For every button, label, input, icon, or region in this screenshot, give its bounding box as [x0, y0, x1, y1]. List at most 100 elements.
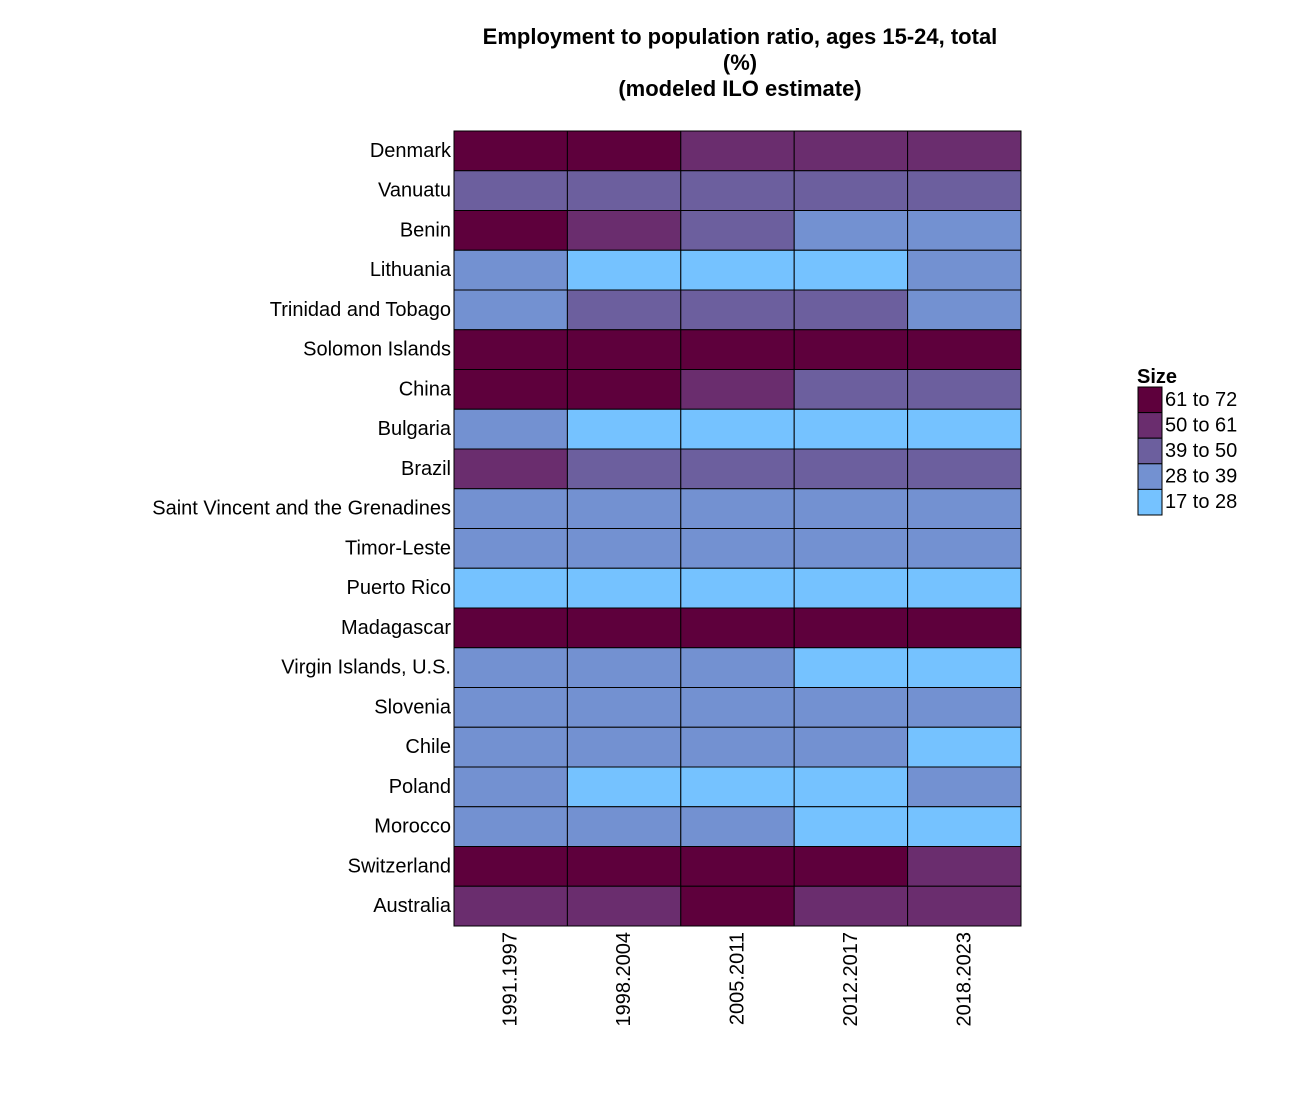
- legend-title: Size: [1137, 366, 1177, 388]
- y-axis-labels: Denmark Vanuatu Benin Lithuania Trinidad and…: [152, 140, 452, 917]
- heatmap-cell: [453, 289, 568, 331]
- heatmap-cell: [907, 846, 1022, 887]
- heatmap-cell: [680, 766, 795, 808]
- heatmap-cell: [907, 647, 1022, 688]
- heatmap-cell: [566, 806, 682, 847]
- heatmap-cell: [453, 329, 568, 370]
- heatmap-cell: [566, 647, 682, 688]
- heatmap-cell: [907, 369, 1022, 410]
- heatmap-cell: [453, 567, 568, 609]
- heatmap-cell: [907, 329, 1022, 370]
- heatmap-cell: [793, 408, 909, 450]
- y-tick-label: Denmark: [370, 140, 452, 162]
- heatmap-cell: [907, 806, 1022, 847]
- heatmap-cell: [453, 170, 568, 211]
- x-tick-label: 2018.2023: [953, 932, 975, 1027]
- x-axis-labels: 1991.1997 1998.2004 2005.2011 2012.2017 2018…: [500, 932, 976, 1027]
- heatmap-cell: [793, 249, 909, 291]
- chart-title-line-1: Employment to population ratio, ages 15-…: [483, 24, 998, 49]
- heatmap-cell: [793, 210, 909, 251]
- y-tick-label: Trinidad and Tobago: [270, 299, 451, 321]
- chart-title: Employment to population ratio, ages 15-…: [483, 24, 998, 101]
- heatmap-cell: [453, 249, 568, 291]
- legend-label: 28 to 39: [1165, 466, 1237, 488]
- heatmap-cell: [793, 528, 909, 569]
- heatmap-cell: [907, 408, 1022, 450]
- y-tick-label: Brazil: [401, 458, 451, 480]
- legend-swatch: [1137, 412, 1163, 439]
- heatmap-cell: [566, 249, 682, 291]
- heatmap-cell: [793, 687, 909, 728]
- legend-label: 39 to 50: [1165, 440, 1237, 462]
- y-tick-label: Vanuatu: [378, 180, 451, 202]
- heatmap-cell: [453, 210, 568, 251]
- heatmap-cell: [566, 687, 682, 728]
- heatmap-cell: [793, 885, 909, 927]
- heatmap-cell: [907, 607, 1022, 649]
- y-tick-label: Bulgaria: [378, 418, 452, 440]
- heatmap-cell: [907, 567, 1022, 609]
- y-tick-label: Slovenia: [374, 696, 452, 718]
- heatmap-cell: [680, 289, 795, 331]
- legend-label: 17 to 28: [1165, 491, 1237, 513]
- heatmap-cell: [793, 488, 909, 529]
- heatmap-cell: [453, 885, 568, 927]
- heatmap-cell: [907, 766, 1022, 808]
- heatmap-cell: [566, 607, 682, 649]
- heatmap-cell: [907, 249, 1022, 291]
- heatmap-cell: [907, 528, 1022, 569]
- heatmap-cell: [566, 567, 682, 609]
- heatmap-cell: [566, 210, 682, 251]
- heatmap-cell: [907, 687, 1022, 728]
- heatmap-cell: [566, 726, 682, 768]
- x-tick-label: 1998.2004: [613, 932, 635, 1027]
- heatmap-cell: [566, 329, 682, 370]
- heatmap-cell: [453, 369, 568, 410]
- heatmap-cell: [680, 210, 795, 251]
- heatmap-cell: [566, 488, 682, 529]
- heatmap-cell: [680, 885, 795, 927]
- legend: Size 61 to 72 50 to 61 39 to 50 28 to 39 17 …: [1137, 366, 1237, 516]
- y-tick-label: Chile: [405, 736, 451, 758]
- y-tick-label: Poland: [389, 776, 451, 798]
- heatmap-cell: [907, 885, 1022, 927]
- y-tick-label: Solomon Islands: [303, 339, 451, 361]
- heatmap-cells: [453, 130, 1022, 927]
- heatmap-cell: [793, 726, 909, 768]
- legend-swatch: [1137, 488, 1163, 516]
- heatmap-cell: [453, 488, 568, 529]
- y-tick-label: Puerto Rico: [347, 577, 452, 599]
- heatmap-cell: [566, 369, 682, 410]
- x-tick-label: 2005.2011: [727, 932, 749, 1025]
- heatmap-cell: [793, 846, 909, 887]
- heatmap-cell: [793, 130, 909, 172]
- heatmap-cell: [566, 170, 682, 211]
- heatmap-cell: [907, 210, 1022, 251]
- chart-title-line-2: (%): [723, 50, 757, 75]
- heatmap-cell: [793, 607, 909, 649]
- heatmap-cell: [793, 567, 909, 609]
- heatmap-cell: [680, 687, 795, 728]
- heatmap-cell: [453, 687, 568, 728]
- heatmap-cell: [907, 130, 1022, 172]
- heatmap-cell: [793, 289, 909, 331]
- heatmap-cell: [680, 607, 795, 649]
- x-tick-label: 2012.2017: [840, 932, 862, 1027]
- heatmap-cell: [680, 408, 795, 450]
- heatmap-cell: [793, 170, 909, 211]
- heatmap-cell: [793, 448, 909, 490]
- heatmap-cell: [453, 528, 568, 569]
- heatmap-cell: [566, 528, 682, 569]
- heatmap-cell: [566, 885, 682, 927]
- heatmap-cell: [907, 289, 1022, 331]
- legend-label: 50 to 61: [1165, 414, 1237, 436]
- y-tick-label: Benin: [400, 219, 451, 241]
- heatmap-cell: [680, 249, 795, 291]
- heatmap-cell: [453, 726, 568, 768]
- x-tick-label: 1991.1997: [500, 932, 522, 1027]
- heatmap-cell: [453, 647, 568, 688]
- heatmap-cell: [793, 806, 909, 847]
- y-tick-label: Australia: [373, 895, 452, 917]
- heatmap-cell: [566, 448, 682, 490]
- heatmap-cell: [680, 726, 795, 768]
